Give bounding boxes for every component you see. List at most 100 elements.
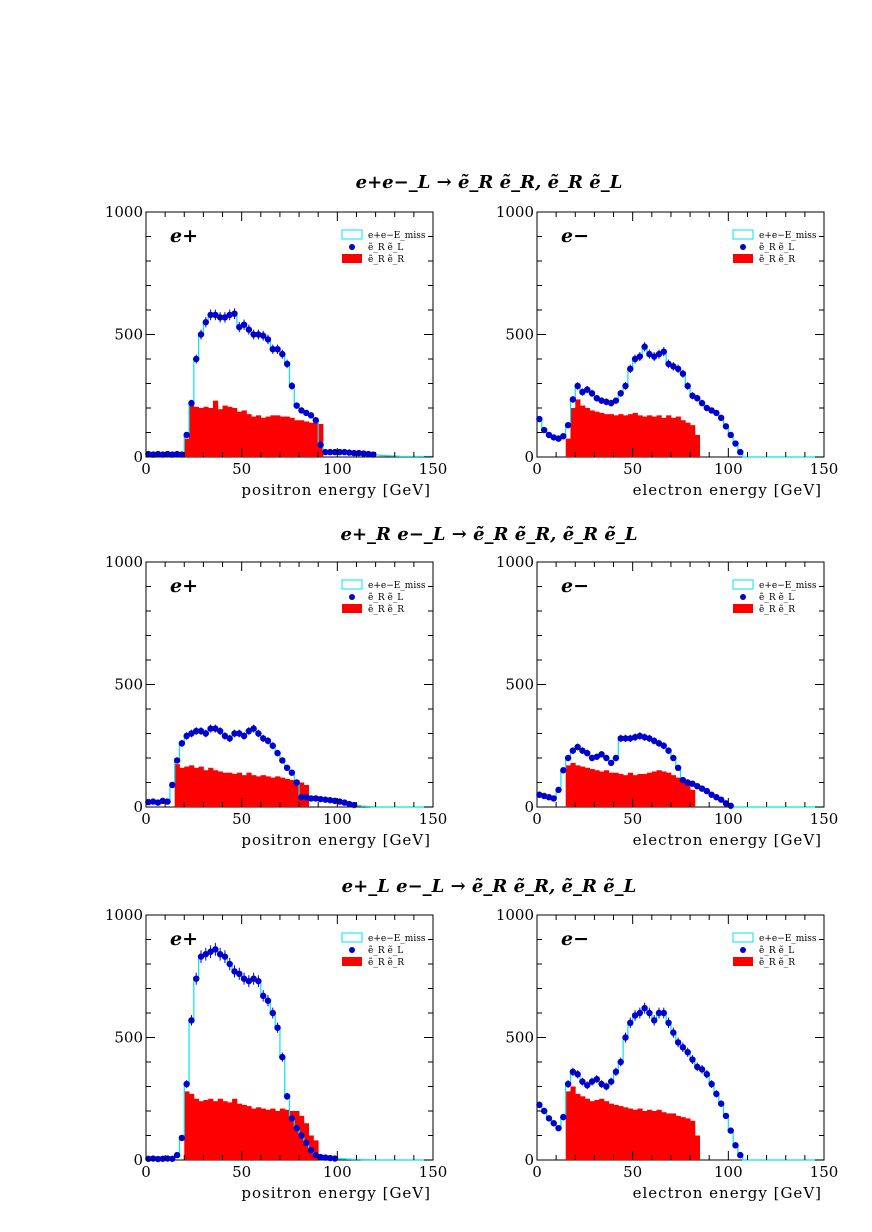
- bar: [189, 1093, 195, 1160]
- point: [149, 451, 157, 458]
- point: [574, 382, 581, 390]
- point: [679, 776, 687, 784]
- point: [665, 360, 672, 368]
- bar: [685, 782, 691, 807]
- point: [737, 1151, 744, 1159]
- legend-entry: ẽ_R ẽ_L: [759, 242, 794, 253]
- bar: [575, 399, 581, 457]
- axis-ticks: [145, 211, 434, 458]
- point: [560, 1113, 567, 1121]
- row-title: e+_L e−_L → ẽ_R ẽ_R, ẽ_R ẽ_L: [342, 876, 637, 897]
- point: [631, 1012, 639, 1019]
- point: [555, 435, 562, 442]
- point: [689, 1056, 696, 1063]
- point: [727, 802, 734, 809]
- point: [226, 311, 233, 319]
- point: [560, 767, 567, 774]
- point: [646, 1009, 653, 1017]
- axis-ticks: [536, 561, 825, 808]
- legend-swatch-points: [740, 594, 746, 600]
- bar: [260, 1108, 266, 1160]
- legend-entry: ẽ_R ẽ_L: [368, 592, 403, 603]
- panel-2-electron: 0 50 100 150 0 500 1000 electron energy [GeV] e−…: [496, 553, 839, 849]
- point: [670, 754, 677, 762]
- legend-swatch-bars: [733, 957, 753, 966]
- bar: [236, 411, 243, 457]
- bar: [637, 415, 643, 457]
- point: [679, 370, 687, 377]
- point: [331, 797, 339, 805]
- point: [164, 450, 171, 458]
- x-tick-label: 50: [623, 460, 642, 478]
- point: [708, 407, 715, 414]
- series-rl-points: [536, 732, 734, 809]
- bar: [603, 770, 610, 807]
- bar: [670, 775, 677, 807]
- point: [713, 794, 720, 801]
- row-title: e+_R e−_L → ẽ_R ẽ_R, ẽ_R ẽ_L: [341, 524, 638, 545]
- bar: [642, 1111, 648, 1160]
- bar: [651, 1111, 657, 1160]
- point: [236, 323, 243, 331]
- point: [207, 725, 214, 732]
- point: [188, 399, 195, 407]
- point: [240, 321, 248, 328]
- series-rl-points: [145, 308, 377, 458]
- bar: [174, 764, 180, 807]
- point: [178, 451, 186, 458]
- bar: [680, 1117, 686, 1160]
- point: [312, 795, 320, 802]
- bar: [212, 770, 219, 807]
- bar: [690, 425, 696, 457]
- bar: [603, 1101, 610, 1160]
- point: [188, 1017, 195, 1024]
- series-rl-points: [536, 1002, 744, 1159]
- point: [303, 1139, 310, 1147]
- point: [655, 1009, 663, 1017]
- point: [694, 782, 701, 790]
- bar: [246, 414, 252, 457]
- bar: [651, 416, 657, 457]
- bar: [623, 1107, 629, 1160]
- bar: [666, 415, 672, 457]
- legend-entry: ẽ_R ẽ_L: [759, 592, 794, 603]
- bar: [637, 773, 643, 807]
- bar: [279, 416, 286, 457]
- bar: [642, 773, 648, 807]
- bar: [217, 771, 223, 807]
- x-axis-label: electron energy [GeV]: [633, 1184, 822, 1202]
- point: [564, 754, 572, 762]
- bar: [637, 1108, 643, 1160]
- bar: [680, 778, 686, 807]
- point: [240, 732, 248, 740]
- bar: [313, 422, 319, 457]
- point: [627, 1019, 634, 1026]
- bar: [632, 412, 638, 457]
- bar: [670, 417, 677, 457]
- x-tick-label: 150: [810, 810, 839, 828]
- point: [694, 1063, 701, 1071]
- point: [264, 737, 272, 745]
- row-3: e+_L e−_L → ẽ_R ẽ_R, ẽ_R ẽ_L 0 50 100 150 0 50…: [105, 876, 839, 1202]
- bar: [627, 1108, 634, 1160]
- point: [607, 759, 615, 767]
- series-rl-points: [536, 342, 744, 456]
- x-tick-label: 150: [810, 460, 839, 478]
- point: [660, 1009, 667, 1017]
- bar: [675, 777, 681, 807]
- bar: [318, 423, 324, 457]
- legend-entry: ẽ_R ẽ_R: [368, 957, 404, 968]
- x-tick-label: 50: [232, 460, 251, 478]
- point: [584, 749, 591, 757]
- legend-swatch-bars: [342, 604, 362, 613]
- panel-label: e−: [561, 575, 589, 597]
- point: [698, 399, 706, 407]
- bar: [184, 438, 190, 457]
- bar: [584, 1098, 591, 1160]
- bar: [279, 777, 286, 807]
- point: [288, 382, 296, 390]
